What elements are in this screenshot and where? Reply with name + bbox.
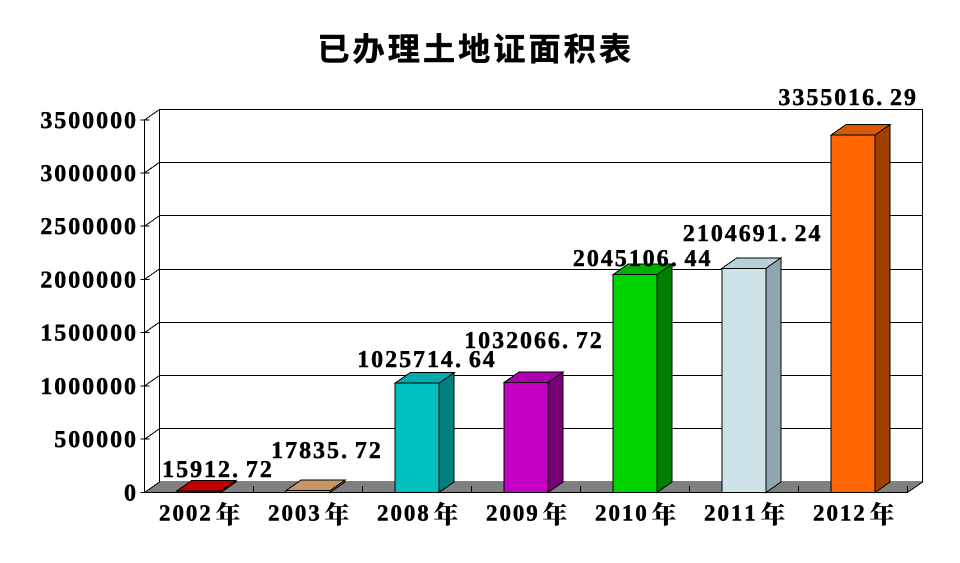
- svg-text:3500000: 3500000: [40, 108, 136, 134]
- svg-text:1000000: 1000000: [40, 374, 136, 400]
- svg-text:15912.72: 15912.72: [162, 457, 272, 483]
- svg-text:3355016.29: 3355016.29: [778, 85, 916, 111]
- svg-text:2011: 2011: [704, 501, 756, 526]
- svg-text:2045106.44: 2045106.44: [573, 246, 711, 272]
- svg-text:3000000: 3000000: [40, 161, 136, 187]
- svg-text:2009: 2009: [486, 501, 538, 526]
- svg-text:1032066.72: 1032066.72: [464, 328, 602, 354]
- svg-text:2000000: 2000000: [40, 267, 136, 293]
- svg-text:17835.72: 17835.72: [271, 438, 381, 464]
- svg-text:500000: 500000: [54, 427, 136, 453]
- svg-text:1025714.64: 1025714.64: [357, 347, 495, 373]
- svg-text:2500000: 2500000: [40, 214, 136, 240]
- svg-text:2003: 2003: [268, 501, 320, 526]
- svg-text:1500000: 1500000: [40, 321, 136, 347]
- svg-text:2010: 2010: [595, 501, 647, 526]
- svg-text:2012: 2012: [813, 501, 865, 526]
- svg-text:2104691.24: 2104691.24: [683, 221, 821, 247]
- svg-text:2002: 2002: [159, 501, 211, 526]
- svg-text:0: 0: [124, 481, 136, 507]
- svg-text:2008: 2008: [377, 501, 429, 526]
